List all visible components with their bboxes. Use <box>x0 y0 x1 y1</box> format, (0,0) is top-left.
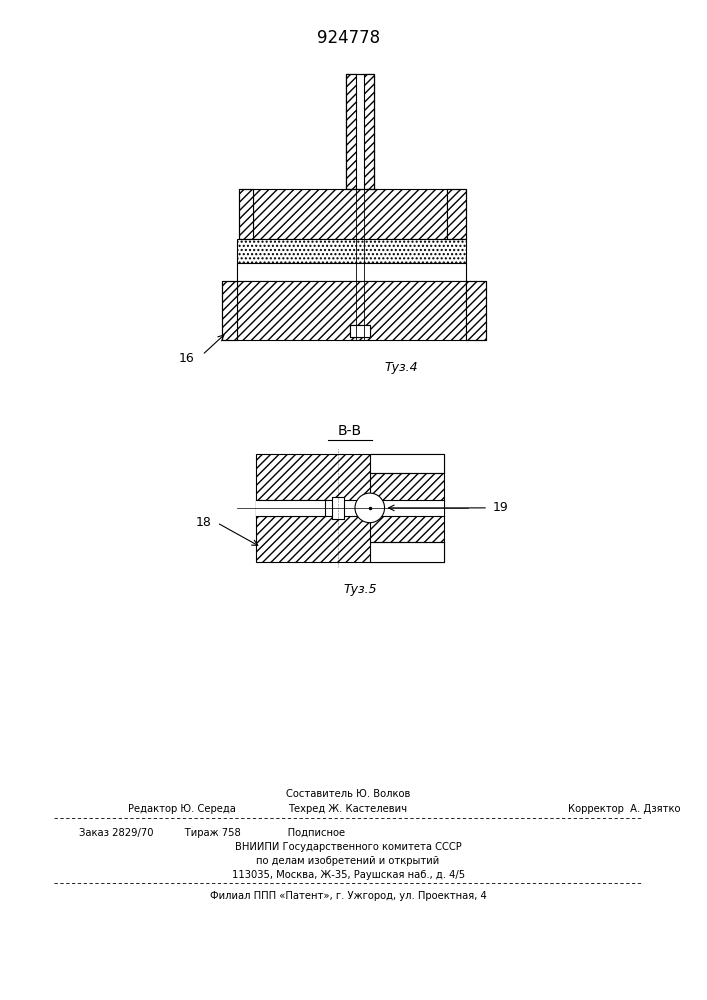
Bar <box>257 454 444 562</box>
Text: Τуз.4: Τуз.4 <box>385 361 418 374</box>
Bar <box>350 325 370 337</box>
Text: 16: 16 <box>178 352 194 365</box>
Text: 924778: 924778 <box>317 29 380 47</box>
Text: Редактор Ю. Середа: Редактор Ю. Середа <box>128 804 236 814</box>
Bar <box>222 281 237 340</box>
Circle shape <box>355 493 385 523</box>
Bar <box>346 74 356 189</box>
Text: Корректор  А. Дзятко: Корректор А. Дзятко <box>568 804 680 814</box>
Bar <box>346 74 374 189</box>
Text: Τуз.5: Τуз.5 <box>343 583 377 596</box>
Bar <box>370 542 444 562</box>
Bar <box>237 281 467 340</box>
Bar <box>332 497 344 519</box>
Text: ВНИИПИ Государственного комитета СССР: ВНИИПИ Государственного комитета СССР <box>235 842 462 852</box>
Text: по делам изобретений и открытий: по делам изобретений и открытий <box>257 856 440 866</box>
Text: 113035, Москва, Ж-35, Раушская наб., д. 4/5: 113035, Москва, Ж-35, Раушская наб., д. … <box>231 870 464 880</box>
Bar <box>350 325 370 337</box>
Text: Техред Ж. Кастелевич: Техред Ж. Кастелевич <box>288 804 408 814</box>
Bar <box>346 74 374 189</box>
Bar <box>364 74 374 189</box>
Text: Заказ 2829/70          Тираж 758               Подписное: Заказ 2829/70 Тираж 758 Подписное <box>79 828 345 838</box>
Text: В-В: В-В <box>338 424 362 438</box>
Bar <box>447 189 467 239</box>
Bar <box>332 497 344 519</box>
Bar <box>253 189 447 239</box>
Bar <box>257 500 325 516</box>
Text: Составитель Ю. Волков: Составитель Ю. Волков <box>286 789 410 799</box>
Text: 18: 18 <box>196 516 212 529</box>
Bar <box>370 454 444 473</box>
Bar <box>237 239 467 263</box>
Bar <box>467 281 486 340</box>
Bar <box>257 500 444 516</box>
Text: Филиал ППП «Патент», г. Ужгород, ул. Проектная, 4: Филиал ППП «Патент», г. Ужгород, ул. Про… <box>210 891 486 901</box>
Bar <box>239 189 253 239</box>
Text: 19: 19 <box>493 501 509 514</box>
Bar <box>237 263 467 281</box>
